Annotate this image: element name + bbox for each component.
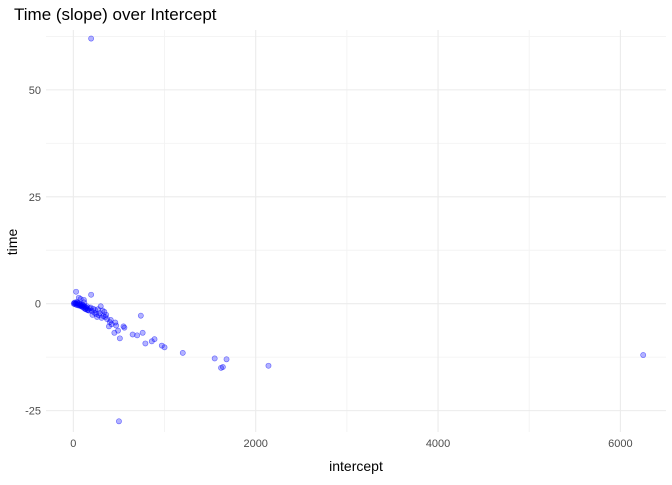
y-tick-label: -25 (25, 406, 41, 418)
x-tick-label: 2000 (243, 438, 267, 450)
y-tick-label: 50 (29, 85, 41, 97)
y-axis-tick-labels: -25 0 25 50 (25, 85, 41, 418)
data-point (179, 349, 186, 356)
data-point (75, 294, 82, 301)
data-point (158, 342, 165, 349)
data-point (116, 335, 123, 342)
x-tick-label: 6000 (608, 438, 632, 450)
data-point (134, 332, 141, 339)
data-point (142, 340, 149, 347)
data-points (70, 35, 647, 425)
data-point (120, 323, 127, 330)
x-axis-tick-labels: 0 2000 4000 6000 (70, 438, 632, 450)
data-point (139, 329, 146, 336)
data-point (73, 288, 79, 295)
data-point (84, 307, 91, 314)
data-point (116, 418, 122, 425)
x-axis-title: intercept (329, 458, 383, 474)
y-axis-title: time (4, 229, 20, 256)
minor-gridlines (46, 30, 666, 432)
chart-title: Time (slope) over Intercept (14, 5, 217, 24)
data-point (640, 352, 647, 358)
data-point (129, 331, 136, 338)
x-tick-label: 0 (70, 438, 76, 450)
x-tick-label: 4000 (426, 438, 450, 450)
data-point (148, 338, 155, 345)
data-point (223, 356, 230, 363)
data-point (211, 355, 218, 362)
y-tick-label: 25 (29, 192, 41, 204)
data-point (106, 323, 112, 330)
data-point (111, 329, 118, 336)
y-tick-label: 0 (35, 299, 41, 311)
data-point (81, 299, 88, 306)
data-point (137, 312, 144, 319)
data-point (219, 364, 226, 370)
data-point (88, 35, 95, 42)
data-point (265, 362, 272, 369)
data-point (88, 291, 95, 298)
major-gridlines (46, 30, 666, 432)
